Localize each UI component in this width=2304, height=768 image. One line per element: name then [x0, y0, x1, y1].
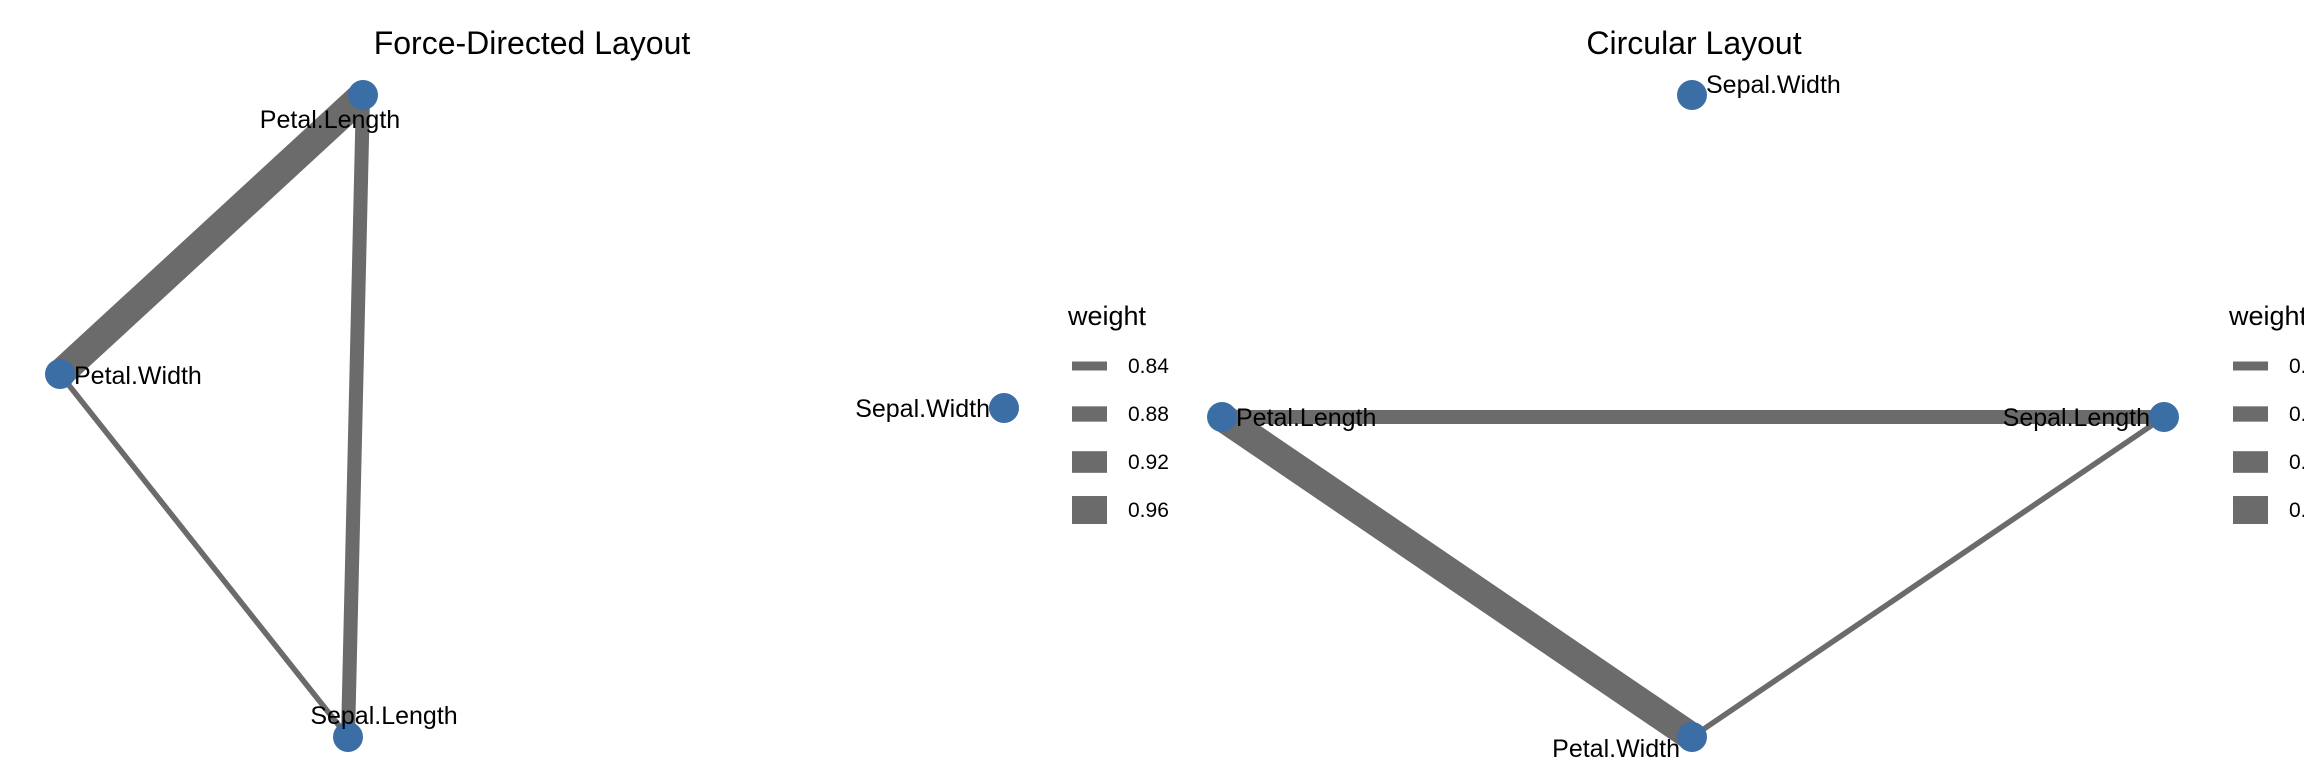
- legend-label: 0.88: [1128, 403, 1169, 426]
- node-label: Petal.Length: [260, 106, 400, 134]
- legend-key: [1072, 496, 1107, 524]
- legend-label: 0.92: [1128, 451, 1169, 474]
- node: [1677, 722, 1707, 752]
- edge: [50, 84, 373, 385]
- node: [45, 359, 75, 389]
- legend-key: [1072, 451, 1107, 473]
- legend: weight 0.84 0.88 0.92 0.96: [1067, 301, 1169, 524]
- node-label: Petal.Width: [1552, 735, 1680, 763]
- node: [348, 80, 378, 110]
- legend-label: 0.84: [2289, 355, 2304, 378]
- panel-title: Circular Layout: [1586, 25, 1801, 61]
- legend-title: weight: [1067, 301, 1147, 331]
- node-label: Sepal.Length: [310, 702, 457, 730]
- legend-key: [2233, 406, 2268, 422]
- legend-label: 0.96: [2289, 499, 2304, 522]
- node: [1677, 80, 1707, 110]
- node-label: Petal.Length: [1236, 404, 1376, 432]
- legend-label: 0.84: [1128, 355, 1169, 378]
- node: [333, 722, 363, 752]
- panel-2: Circular Layout Sepal.Width Petal.Length Se…: [1207, 25, 2304, 763]
- legend-label: 0.88: [2289, 403, 2304, 426]
- edge: [1213, 405, 1701, 749]
- legend-label: 0.92: [2289, 451, 2304, 474]
- node-label: Sepal.Width: [1706, 71, 1841, 99]
- edge: [340, 94, 371, 738]
- legend-key: [2233, 361, 2268, 371]
- node: [1207, 402, 1237, 432]
- legend: weight 0.84 0.88 0.92 0.96: [2228, 301, 2304, 524]
- node: [989, 393, 1019, 423]
- panel-title: Force-Directed Layout: [374, 25, 691, 61]
- legend-key: [1072, 406, 1107, 422]
- legend-title: weight: [2228, 301, 2304, 331]
- node: [2149, 402, 2179, 432]
- edge: [57, 372, 351, 739]
- legend-key: [2233, 496, 2268, 524]
- legend-key: [1072, 361, 1107, 371]
- legend-label: 0.96: [1128, 499, 1169, 522]
- edge: [1690, 414, 2166, 740]
- node-label: Sepal.Width: [855, 395, 990, 423]
- panel-1: Force-Directed Layout Petal.Length Petal.W…: [45, 25, 1169, 752]
- node-label: Sepal.Length: [2003, 404, 2150, 432]
- node-label: Petal.Width: [74, 362, 202, 390]
- legend-key: [2233, 451, 2268, 473]
